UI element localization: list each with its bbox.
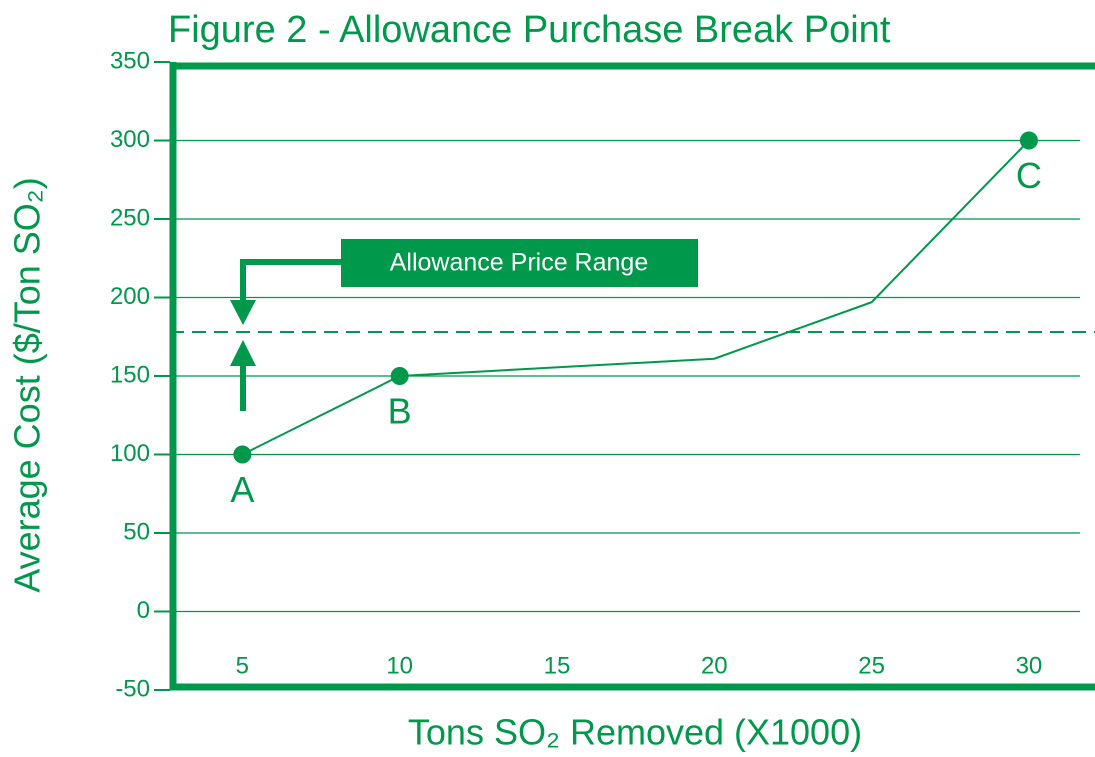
- y-tick-label: 50: [123, 518, 150, 545]
- y-tick-label: 250: [110, 204, 150, 231]
- point-label: A: [230, 469, 254, 510]
- x-tick-label: 25: [858, 652, 885, 679]
- point-marker: [233, 445, 252, 464]
- arrow-head: [230, 300, 256, 325]
- annotation-arrows: [230, 259, 345, 411]
- annotation-text: Allowance Price Range: [390, 249, 648, 277]
- y-tick-label: 100: [110, 440, 150, 467]
- y-tick-label: 150: [110, 361, 150, 388]
- y-tick-label: 0: [137, 597, 150, 624]
- x-tick-label: 5: [236, 652, 249, 679]
- y-tick-label: 200: [110, 283, 150, 310]
- arrow-head: [230, 340, 256, 366]
- y-tick-label: 350: [110, 47, 150, 74]
- arrow-shaft: [240, 259, 345, 305]
- x-tick-label: 15: [544, 652, 571, 679]
- chart-title: Figure 2 - Allowance Purchase Break Poin…: [168, 9, 891, 51]
- series-line: [241, 139, 1030, 456]
- x-tick-label: 20: [701, 652, 728, 679]
- x-tick-label: 30: [1016, 652, 1043, 679]
- x-tick-label: 10: [386, 652, 413, 679]
- x-axis-label: Tons SO₂ Removed (X1000): [408, 712, 862, 753]
- point-marker: [390, 367, 409, 385]
- y-tick-label: -50: [115, 675, 150, 702]
- y-axis-label: Average Cost ($/Ton SO₂): [7, 177, 48, 593]
- point-marker: [1019, 131, 1038, 150]
- y-tick-label: 300: [110, 126, 150, 153]
- point-label: C: [1016, 155, 1042, 196]
- point-label: B: [388, 391, 412, 432]
- annotation-box: [341, 239, 698, 287]
